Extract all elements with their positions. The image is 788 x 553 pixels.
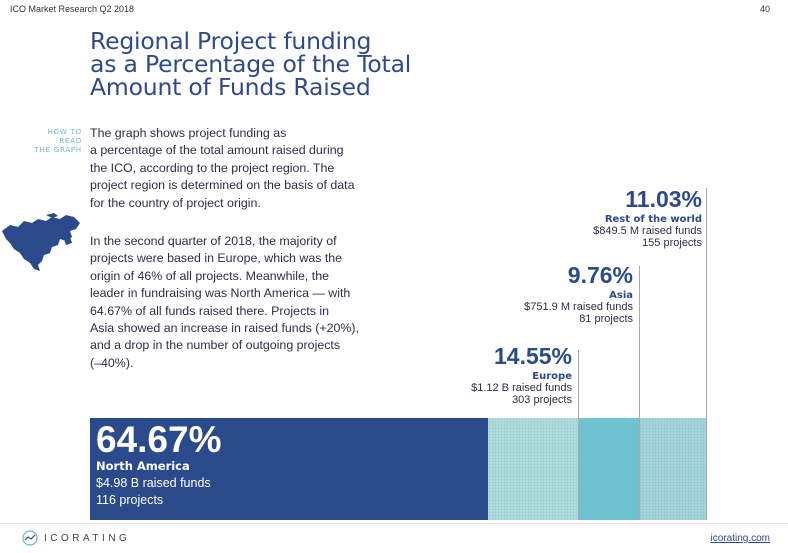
how-to-read-line: HOW TO READ <box>47 128 82 145</box>
text-line: and a drop in the number of outgoing pro… <box>90 338 341 353</box>
how-to-read-line: THE GRAPH <box>34 146 82 154</box>
text-line: (–40%). <box>90 355 134 370</box>
divider-line-rest <box>706 188 707 520</box>
text-line: for the country of project origin. <box>90 195 261 210</box>
asia-projects: 81 projects <box>579 313 633 325</box>
text-line: a percentage of the total amount raised … <box>90 143 344 158</box>
asia-percent: 9.76% <box>567 262 633 288</box>
divider-line-europe <box>578 350 579 520</box>
text-line: project region is determined on the basi… <box>90 178 355 193</box>
analysis-paragraph: In the second quarter of 2018, the major… <box>90 233 390 372</box>
rest-of-world-label-group: 11.03% Rest of the world $849.5 M raised… <box>593 186 702 249</box>
brand-name: ICORATING <box>44 533 131 544</box>
north-america-projects: 116 projects <box>96 493 164 507</box>
text-line: Asia showed an increase in raised funds … <box>90 321 359 336</box>
text-line: 64.67% of all funds raised there. Projec… <box>90 303 329 318</box>
report-name: ICO Market Research Q2 2018 <box>10 4 135 14</box>
title-line: as a Percentage of the Total <box>90 50 412 78</box>
divider-line-asia <box>639 266 640 520</box>
title-line: Regional Project funding <box>90 27 372 55</box>
icorating-logo-icon <box>22 530 38 546</box>
asia-label: Asia <box>609 290 633 301</box>
europe-label-group: 14.55% Europe $1.12 B raised funds 303 p… <box>471 343 572 406</box>
asia-funds: $751.9 M raised funds <box>524 301 633 313</box>
text-line: leader in fundraising was North America … <box>90 286 351 301</box>
europe-projects: 303 projects <box>512 394 572 406</box>
page-title: Regional Project funding as a Percentage… <box>90 27 490 101</box>
north-america-label: North America <box>96 459 190 473</box>
chart-bar-europe <box>488 418 578 520</box>
rest-of-world-percent: 11.03% <box>625 186 702 212</box>
text-line: In the second quarter of 2018, the major… <box>90 234 337 248</box>
text-line: origin of 46% of all projects. Meanwhile… <box>90 268 329 283</box>
text-line: the ICO, according to the project region… <box>90 160 335 175</box>
page-number: 40 <box>759 4 770 14</box>
north-america-map-icon <box>2 213 80 271</box>
europe-percent: 14.55% <box>493 343 572 369</box>
asia-label-group: 9.76% Asia $751.9 M raised funds 81 proj… <box>524 262 633 325</box>
text-line: The graph shows project funding as <box>90 126 287 140</box>
rest-of-world-projects: 155 projects <box>642 237 702 249</box>
footer-divider <box>0 523 788 524</box>
rest-of-world-label: Rest of the world <box>604 214 702 225</box>
intro-paragraph: The graph shows project funding as a per… <box>90 125 390 212</box>
europe-funds: $1.12 B raised funds <box>471 382 572 394</box>
rest-of-world-funds: $849.5 M raised funds <box>593 225 702 237</box>
title-line: Amount of Funds Raised <box>90 73 371 101</box>
europe-label: Europe <box>532 371 572 382</box>
chart-bar-asia <box>578 418 639 520</box>
how-to-read-label: HOW TO READ THE GRAPH <box>28 128 82 155</box>
website-link[interactable]: icorating.com <box>710 533 770 544</box>
chart-bar-rest-of-world <box>639 418 706 520</box>
north-america-funds: $4.98 B raised funds <box>96 476 211 490</box>
chart-bar-north-america <box>90 418 488 520</box>
north-america-percent: 64.67% <box>96 419 222 460</box>
text-line: projects were based in Europe, which was… <box>90 251 343 266</box>
